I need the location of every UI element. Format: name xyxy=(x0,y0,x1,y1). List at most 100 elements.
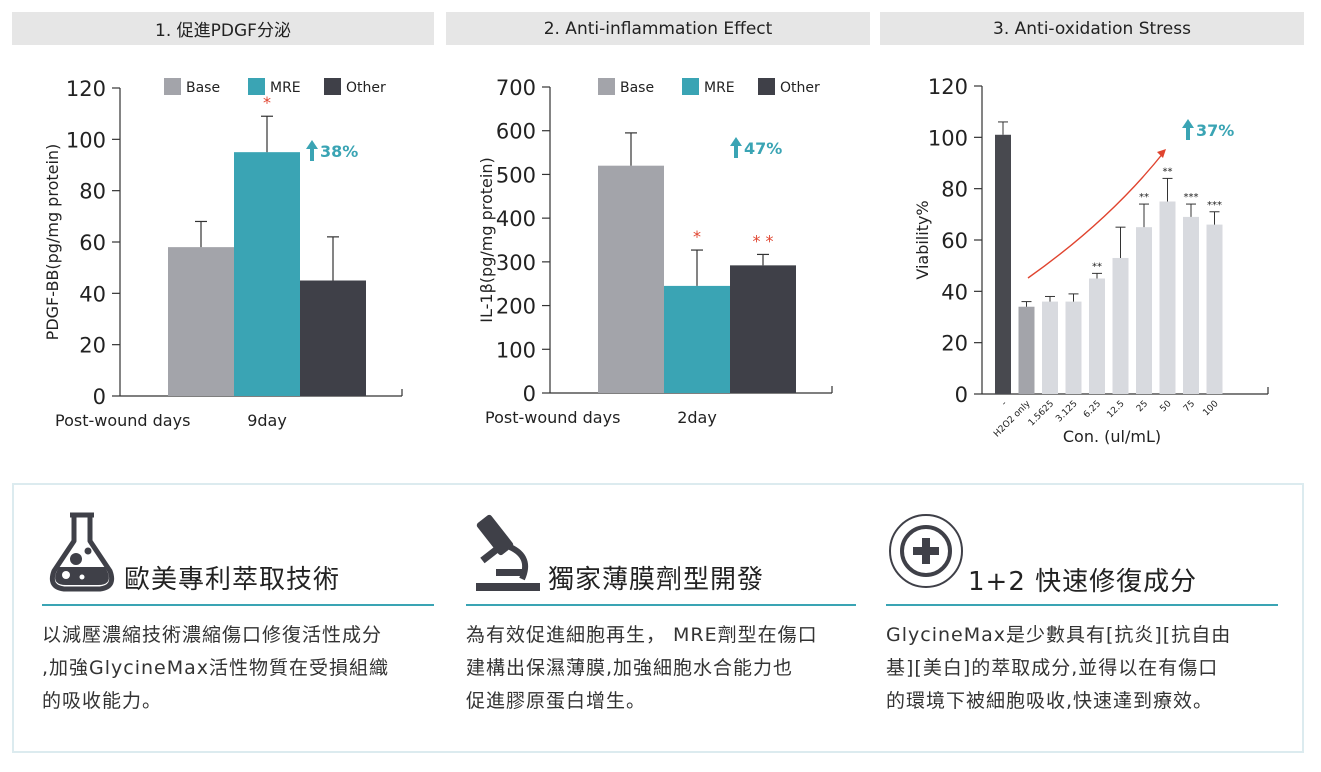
y-axis-title: PDGF-BB(pg/mg protein) xyxy=(43,144,62,341)
panel-title-pdgf: 1. 促進PDGF分泌 xyxy=(12,12,434,45)
viability-bar xyxy=(1136,227,1152,394)
viability-bar xyxy=(1089,278,1105,394)
viability-bar xyxy=(1065,301,1082,394)
viability-bar xyxy=(995,134,1011,394)
up-arrow-icon xyxy=(1182,119,1194,140)
description-line: 以減壓濃縮技術濃縮傷口修復活性成分 xyxy=(42,624,383,646)
viability-bar xyxy=(1042,301,1058,394)
panel-title-anti-inflammation: 2. Anti-inflammation Effect xyxy=(446,12,870,45)
description-line: 基][美白]的萃取成分,並得以在有傷口 xyxy=(886,657,1219,679)
chart-il1b: 0 100 200 300 400 500 600 700 IL-1β(pg/mg protei… xyxy=(477,76,833,427)
y-tick-label: 20 xyxy=(79,334,106,358)
y-tick-label: 100 xyxy=(496,338,536,362)
legend-swatch xyxy=(758,78,775,95)
x-axis-title: Post-wound days xyxy=(485,408,620,427)
description-line: 建構出保濕薄膜,加強細胞水合能力也 xyxy=(466,657,794,679)
viability-bar xyxy=(1183,216,1199,394)
legend-swatch xyxy=(324,78,341,95)
y-tick-label: 40 xyxy=(941,280,968,304)
x-tick-label: 3.125 xyxy=(1054,399,1079,424)
x-category-label: 9day xyxy=(247,411,287,430)
viability-bar xyxy=(1112,257,1129,394)
description-line: 的環境下被細胞吸收,快速達到療效。 xyxy=(886,690,1214,712)
x-tick-label: 1.5625 xyxy=(1027,399,1056,428)
x-tick-label: 6.25 xyxy=(1082,399,1103,420)
legend-swatch xyxy=(164,78,181,95)
feature-description: 為有效促進細胞再生， MRE劑型在傷口 建構出保濕薄膜,加強細胞水合能力也 促進… xyxy=(466,619,878,718)
y-tick-label: 0 xyxy=(93,385,106,409)
microscope-icon xyxy=(476,514,540,591)
y-tick-label: 100 xyxy=(928,126,968,150)
bar-mre xyxy=(234,152,300,396)
divider xyxy=(42,604,434,606)
y-tick-label: 600 xyxy=(496,120,536,144)
x-category-label: 2day xyxy=(677,408,717,427)
feature-title: 歐美專利萃取技術 xyxy=(124,565,341,595)
description-line: GlycineMax是少數具有[抗炎][抗自由 xyxy=(886,624,1232,646)
y-tick-label: 40 xyxy=(79,282,106,306)
description-line: 促進膠原蛋白增生。 xyxy=(466,690,647,712)
panel-title-anti-oxidation: 3. Anti-oxidation Stress xyxy=(880,12,1304,45)
legend-swatch xyxy=(248,78,265,95)
bar-mre xyxy=(664,285,730,393)
y-tick-label: 80 xyxy=(941,178,968,202)
x-tick-label: 75 xyxy=(1182,399,1197,414)
legend-label: Base xyxy=(620,80,654,96)
trend-arrow-line xyxy=(1027,151,1165,279)
significance-marker: * xyxy=(693,227,701,246)
significance-marker: * * xyxy=(752,231,773,250)
bar-other xyxy=(300,280,366,396)
y-tick-label: 200 xyxy=(496,295,536,319)
y-tick-label: 300 xyxy=(496,251,536,275)
legend-label: Other xyxy=(780,80,820,96)
description-line: 為有效促進細胞再生， MRE劑型在傷口 xyxy=(466,624,818,646)
x-tick-label: H2O2 only xyxy=(992,399,1033,440)
annotation-percent: 38% xyxy=(320,142,358,161)
y-tick-label: 60 xyxy=(941,229,968,253)
legend-swatch xyxy=(598,78,615,95)
x-axis-title: Con. (ul/mL) xyxy=(1063,427,1161,446)
x-tick-label: 12.5 xyxy=(1105,399,1126,420)
y-tick-label: 400 xyxy=(496,207,536,231)
bar-base xyxy=(168,247,234,396)
x-tick-label: 50 xyxy=(1158,399,1173,414)
y-tick-label: 120 xyxy=(66,77,106,101)
legend-label: MRE xyxy=(270,80,301,96)
feature-description: 以減壓濃縮技術濃縮傷口修復活性成分 ,加強GlycineMax活性物質在受損組織… xyxy=(42,619,452,718)
y-tick-label: 100 xyxy=(66,128,106,152)
viability-bar xyxy=(1018,306,1035,394)
y-tick-label: 20 xyxy=(941,332,968,356)
features-box: 歐美專利萃取技術 以減壓濃縮技術濃縮傷口修復活性成分 ,加強GlycineMax… xyxy=(12,483,1304,753)
significance-marker: *** xyxy=(1184,192,1199,203)
y-tick-label: 120 xyxy=(928,75,968,99)
legend-label: Base xyxy=(186,80,220,96)
x-tick-label: - xyxy=(1000,399,1009,408)
plus-circle-icon xyxy=(889,514,963,588)
significance-marker: ** xyxy=(1163,166,1173,177)
significance-marker: ** xyxy=(1092,261,1102,272)
x-tick-label: 100 xyxy=(1201,399,1220,418)
chart-pdgf: 0 20 40 60 80 100 120 PDGF-BB(pg/mg protein) Bas… xyxy=(43,77,403,430)
y-tick-label: 0 xyxy=(955,383,968,407)
significance-marker: * xyxy=(263,93,271,112)
divider xyxy=(466,604,856,606)
legend-swatch xyxy=(682,78,699,95)
description-line: 的吸收能力。 xyxy=(42,690,163,712)
x-axis-title: Post-wound days xyxy=(55,411,190,430)
divider xyxy=(886,604,1278,606)
y-tick-label: 60 xyxy=(79,231,106,255)
bar-base xyxy=(598,165,664,393)
feature-description: GlycineMax是少數具有[抗炎][抗自由 基][美白]的萃取成分,並得以在… xyxy=(886,619,1298,718)
y-tick-label: 80 xyxy=(79,180,106,204)
y-axis-title: IL-1β(pg/mg protein) xyxy=(477,157,496,322)
up-arrow-icon xyxy=(306,140,318,161)
up-arrow-icon xyxy=(730,137,742,158)
trend-arrow-head xyxy=(1157,149,1166,158)
y-tick-label: 700 xyxy=(496,76,536,100)
significance-marker: *** xyxy=(1207,200,1222,211)
description-line: ,加強GlycineMax活性物質在受損組織 xyxy=(42,657,390,679)
legend-label: MRE xyxy=(704,80,735,96)
y-tick-label: 0 xyxy=(523,382,536,406)
chart-viability: 0 20 40 60 80 100 120 Viability% -H2O2 only1.562… xyxy=(913,75,1269,446)
viability-bar xyxy=(1206,224,1223,394)
